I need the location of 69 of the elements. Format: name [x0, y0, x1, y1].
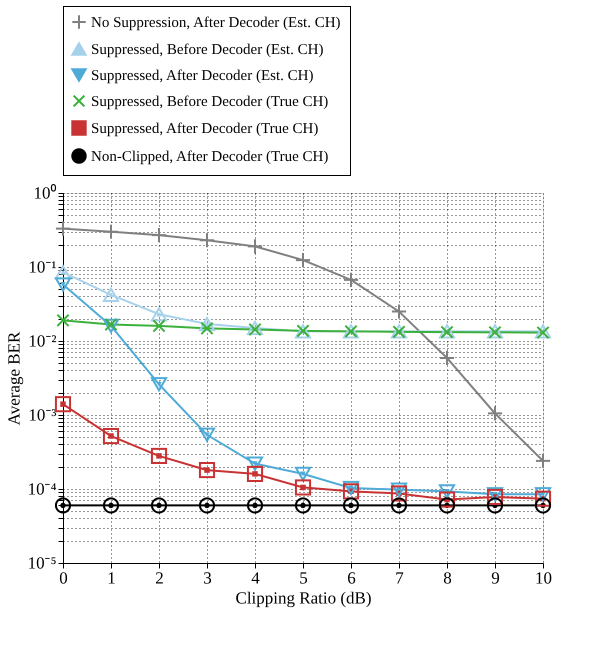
point: [150, 307, 168, 322]
legend-label: Suppressed, Before Decoder (Est. CH): [91, 42, 324, 58]
point: [486, 405, 504, 422]
point: [102, 428, 120, 444]
point: [150, 227, 168, 244]
point: [54, 277, 72, 292]
legend-label: Suppressed, Before Decoder (True CH): [91, 94, 328, 110]
y-tick-label: 10⁰: [34, 184, 56, 202]
point: [246, 238, 264, 254]
x-tick-label: 4: [251, 568, 260, 588]
point: [438, 497, 456, 514]
point: [150, 497, 168, 514]
point: [246, 466, 264, 482]
x-axis-title: Clipping Ratio (dB): [236, 588, 372, 608]
legend-label: No Suppression, After Decoder (Est. CH): [91, 15, 341, 31]
point: [534, 497, 552, 514]
point: [390, 497, 408, 514]
point: [198, 232, 216, 248]
point: [198, 428, 216, 442]
point: [294, 466, 312, 482]
point: [54, 497, 72, 514]
y-tick-label: 10⁻⁵: [28, 554, 57, 572]
legend-label: Suppressed, After Decoder (Est. CH): [91, 68, 314, 84]
point: [102, 288, 120, 302]
x-tick-label: 7: [395, 568, 404, 588]
point: [150, 377, 168, 392]
x-tick-label: 8: [443, 568, 452, 588]
y-axis-title: Average BER: [4, 331, 24, 426]
point: [486, 497, 504, 514]
point: [534, 452, 552, 469]
point: [150, 448, 168, 464]
y-tick-label: 10⁻³: [28, 406, 56, 424]
point: [102, 497, 120, 514]
point: [246, 456, 264, 471]
x-tick-label: 5: [299, 568, 308, 588]
x-tick-label: 3: [203, 568, 212, 588]
y-tick-label: 10⁻¹: [28, 258, 56, 276]
point: [438, 484, 456, 498]
point: [390, 482, 408, 497]
point: [294, 252, 312, 268]
point: [54, 220, 72, 237]
point: [438, 491, 456, 508]
point: [534, 487, 552, 502]
x-tick-label: 9: [491, 568, 500, 588]
x-tick-label: 6: [347, 568, 356, 588]
legend-label: Suppressed, After Decoder (True CH): [91, 121, 318, 137]
point: [152, 319, 166, 333]
point: [342, 480, 360, 496]
x-tick-label: 10: [535, 568, 552, 588]
x-tick-label: 1: [107, 568, 116, 588]
point: [246, 497, 264, 514]
point: [56, 314, 70, 328]
point: [390, 303, 408, 320]
x-tick-label: 0: [59, 568, 68, 588]
legend-label: Non-Clipped, After Decoder (True CH): [91, 149, 328, 165]
point: [54, 396, 72, 412]
point: [198, 316, 216, 332]
point: [294, 479, 312, 496]
point: [342, 497, 360, 514]
point: [102, 224, 120, 240]
point: [438, 350, 456, 366]
point: [342, 272, 360, 288]
y-tick-label: 10⁻²: [28, 332, 56, 350]
x-tick-label: 2: [155, 568, 164, 588]
y-tick-label: 10⁻⁴: [28, 480, 57, 498]
point: [198, 497, 216, 514]
point: [198, 462, 216, 478]
point: [294, 497, 312, 514]
point: [486, 487, 504, 502]
